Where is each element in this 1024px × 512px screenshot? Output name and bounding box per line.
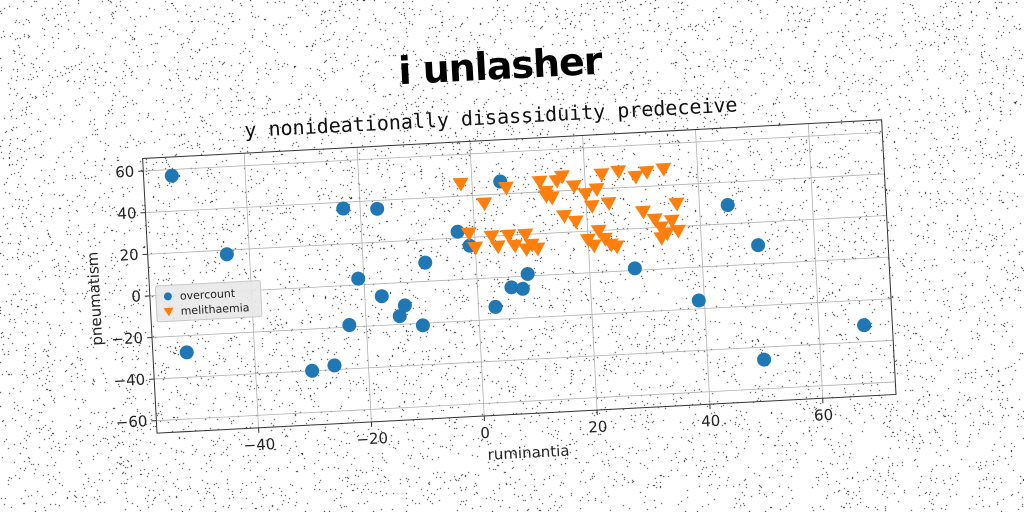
melithaemia-point (483, 230, 500, 245)
overcount-point (415, 318, 430, 333)
axis-ticks: −40 −20 0 20 40 60 −60 −40 −20 0 20 40 60 (111, 162, 834, 455)
overcount-point (374, 289, 389, 304)
melithaemia-point (610, 165, 627, 180)
y-tick-label: 40 (117, 204, 137, 223)
x-tick-label: −40 (243, 435, 276, 455)
data-points (164, 162, 872, 378)
x-axis-label: ruminantia (487, 442, 570, 464)
chart-container: y nonideationally disassiduity predeceiv… (61, 78, 940, 502)
y-grid-line (149, 256, 889, 297)
overcount-point (450, 224, 465, 239)
melithaemia-legend-label: melithaemia (180, 301, 249, 318)
legend-box (154, 280, 263, 323)
y-grid-line (151, 298, 892, 338)
melithaemia-point (500, 229, 517, 244)
overcount-point (397, 298, 412, 313)
melithaemia-point (668, 197, 685, 212)
melithaemia-point (638, 165, 655, 180)
plot-frame (142, 119, 897, 434)
melithaemia-point (489, 240, 506, 255)
y-tick-label: −20 (111, 329, 144, 349)
melithaemia-point (553, 170, 570, 185)
x-tick-label: −20 (356, 429, 389, 449)
melithaemia-point (506, 239, 523, 254)
y-tick-label: 0 (131, 287, 141, 305)
melithaemia-point (646, 213, 663, 228)
melithaemia-point (476, 197, 493, 212)
overcount-point (179, 345, 194, 360)
y-grid-line (145, 173, 885, 214)
overcount-point (418, 255, 433, 270)
y-grid-line (147, 215, 887, 255)
overcount-point (515, 281, 530, 296)
x-tick-label: 60 (814, 406, 834, 425)
melithaemia-point (497, 181, 514, 196)
melithaemia-point (588, 182, 605, 197)
overcount-point (370, 201, 385, 216)
overcount-point (520, 266, 535, 281)
melithaemia-point (577, 187, 594, 202)
melithaemia-point (593, 168, 610, 183)
melithaemia-point (537, 189, 554, 204)
y-axis-label: pneumatism (83, 251, 106, 346)
y-tick-label: 60 (115, 162, 135, 181)
x-tick-label: 20 (588, 418, 608, 437)
melithaemia-point (555, 209, 572, 224)
x-tick-label: 0 (480, 424, 490, 442)
melithaemia-point (627, 170, 644, 185)
y-grid-line (154, 339, 894, 380)
melithaemia-point (565, 179, 582, 194)
overcount-point (164, 168, 179, 183)
overcount-point (857, 318, 872, 333)
x-tick-label: 40 (701, 412, 721, 431)
melithaemia-point (523, 238, 540, 253)
melithaemia-point (590, 224, 607, 239)
overcount-point (305, 363, 320, 378)
y-grid-line (143, 131, 883, 172)
melithaemia-point (663, 214, 680, 229)
melithaemia-point (608, 240, 625, 255)
melithaemia-point (531, 175, 548, 190)
y-grid-line (156, 381, 896, 422)
melithaemia-point (634, 205, 651, 220)
y-tick-label: −40 (113, 371, 146, 391)
y-tick-label: 20 (119, 246, 139, 265)
grid-lines (143, 123, 896, 428)
overcount-point (336, 201, 351, 216)
overcount-point (504, 280, 519, 295)
overcount-point (351, 271, 366, 286)
y-tick-label: −60 (115, 412, 148, 432)
overcount-point (219, 247, 234, 262)
melithaemia-legend-marker (163, 307, 174, 317)
melithaemia-point (600, 196, 617, 211)
overcount-point (751, 238, 766, 253)
melithaemia-point (653, 231, 670, 246)
melithaemia-point (655, 162, 672, 177)
melithaemia-point (467, 241, 484, 256)
melithaemia-point (460, 227, 477, 242)
melithaemia-point (669, 224, 686, 239)
overcount-point (342, 318, 357, 333)
overcount-point (757, 352, 772, 367)
overcount-legend-label: overcount (180, 287, 237, 303)
scatter-chart: y nonideationally disassiduity predeceiv… (83, 92, 897, 464)
overcount-legend-marker (163, 292, 172, 301)
overcount-point (627, 261, 642, 276)
overcount-point (488, 299, 503, 314)
overcount-point (691, 293, 706, 308)
overcount-point (720, 198, 735, 213)
overcount-point (392, 309, 407, 324)
overcount-point (327, 358, 342, 373)
melithaemia-point (517, 228, 534, 243)
melithaemia-point (585, 239, 602, 254)
melithaemia-point (567, 215, 584, 230)
melithaemia-point (583, 199, 600, 214)
melithaemia-point (452, 177, 469, 192)
